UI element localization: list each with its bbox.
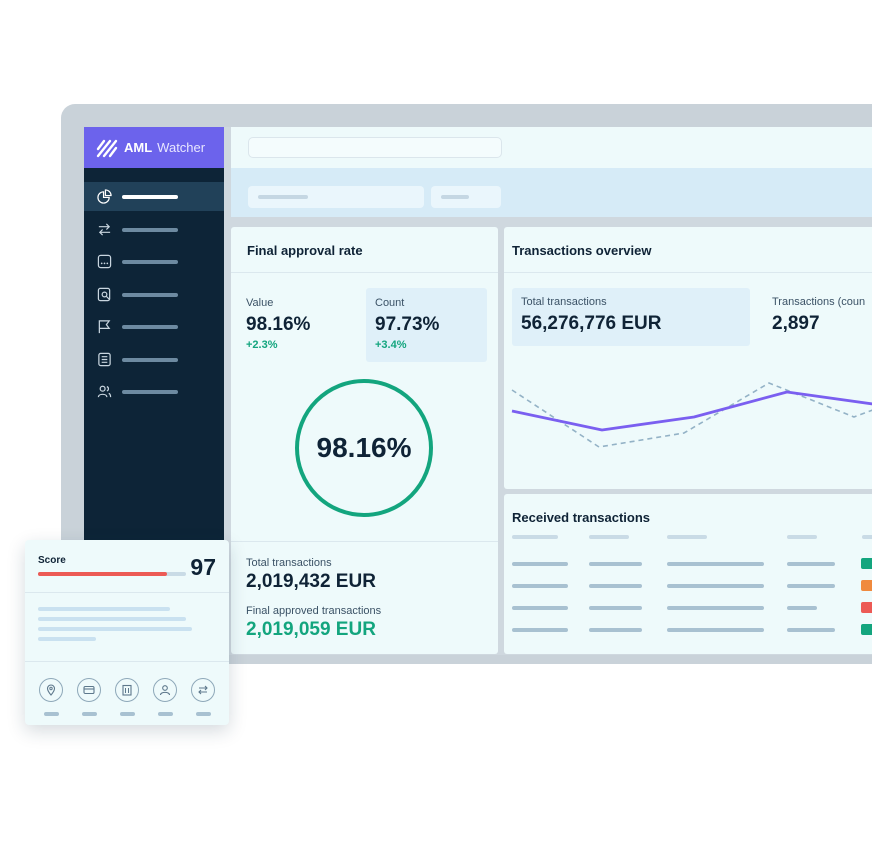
sidebar-item-users[interactable] — [84, 377, 224, 406]
search-input[interactable] — [248, 137, 502, 158]
approval-rate-card: Final approval rate Value 98.16% +2.3% C… — [231, 227, 498, 654]
brand-suffix: Watcher — [157, 140, 206, 155]
total-transactions-box: Total transactions 56,276,776 EUR — [512, 288, 750, 346]
sidebar-item-label — [122, 292, 178, 297]
filter-bar — [231, 168, 872, 217]
sidebar-item-label — [122, 389, 178, 394]
received-transactions-card: Received transactions — [504, 494, 872, 654]
sidebar-item-transactions[interactable] — [84, 215, 224, 244]
sidebar-item-label — [122, 357, 178, 362]
building-icon[interactable] — [115, 678, 139, 702]
score-progress-bar — [38, 572, 186, 576]
value-amount: 98.16% — [246, 314, 311, 335]
chart-series-secondary — [511, 382, 872, 448]
location-icon[interactable] — [39, 678, 63, 702]
count-amount: 97.73% — [375, 314, 440, 335]
approved-transactions-amount: 2,019,059 EUR — [246, 619, 376, 640]
users-icon — [97, 385, 112, 398]
brand-name: AML — [124, 140, 153, 155]
card-title: Received transactions — [512, 510, 651, 525]
app-screen: AML Watcher — [84, 127, 872, 655]
status-badge — [861, 558, 872, 569]
overview-count-amount: 2,897 — [772, 313, 820, 334]
transfer-icon — [98, 223, 111, 236]
score-progress-fill — [38, 572, 167, 576]
filter-date-range[interactable] — [248, 186, 424, 208]
total-transactions-label: Total transactions — [246, 557, 332, 569]
person-icon[interactable] — [153, 678, 177, 702]
chart-series-primary — [511, 390, 872, 432]
count-box: Count 97.73% +3.4% — [366, 288, 487, 362]
status-badge — [861, 602, 872, 613]
status-badge — [861, 624, 872, 635]
status-badge — [861, 580, 872, 591]
card-icon[interactable] — [77, 678, 101, 702]
score-value: 97 — [190, 554, 216, 580]
flag-icon — [98, 320, 111, 334]
card-title: Final approval rate — [247, 243, 363, 258]
sidebar-item-messages[interactable] — [84, 247, 224, 276]
approval-ring-gauge: 98.16% — [295, 379, 433, 517]
sidebar-item-label — [122, 227, 178, 232]
ring-value: 98.16% — [316, 432, 412, 463]
message-icon — [97, 254, 112, 269]
sidebar-item-dashboard[interactable] — [84, 182, 224, 211]
value-delta: +2.3% — [246, 339, 278, 351]
overview-count-label: Transactions (coun — [772, 296, 866, 308]
count-label: Count — [375, 297, 405, 309]
sidebar-item-label — [122, 194, 178, 199]
list-icon — [98, 352, 111, 367]
top-bar — [231, 127, 872, 168]
search-document-icon — [97, 287, 111, 302]
filter-select[interactable] — [431, 186, 501, 208]
overview-total-amount: 56,276,776 EUR — [521, 313, 662, 334]
sidebar-item-screening[interactable] — [84, 280, 224, 309]
approved-transactions-label: Final approved transactions — [246, 605, 382, 617]
transfer-icon[interactable] — [191, 678, 215, 702]
logo-icon — [96, 139, 118, 157]
score-card: Score 97 — [25, 540, 229, 725]
sidebar-item-alerts[interactable] — [84, 312, 224, 341]
value-label: Value — [246, 297, 274, 309]
overview-line-chart — [511, 382, 872, 448]
transactions-overview-card: Transactions overview Total transactions… — [504, 227, 872, 489]
count-delta: +3.4% — [375, 339, 407, 351]
score-label: Score — [38, 555, 66, 566]
overview-total-label: Total transactions — [521, 296, 607, 308]
card-title: Transactions overview — [512, 243, 652, 258]
pie-chart-icon — [97, 189, 112, 204]
total-transactions-amount: 2,019,432 EUR — [246, 571, 376, 592]
sidebar-item-label — [122, 259, 178, 264]
sidebar-item-label — [122, 324, 178, 329]
logo-bar[interactable]: AML Watcher — [84, 127, 224, 168]
sidebar-item-reports[interactable] — [84, 345, 224, 374]
